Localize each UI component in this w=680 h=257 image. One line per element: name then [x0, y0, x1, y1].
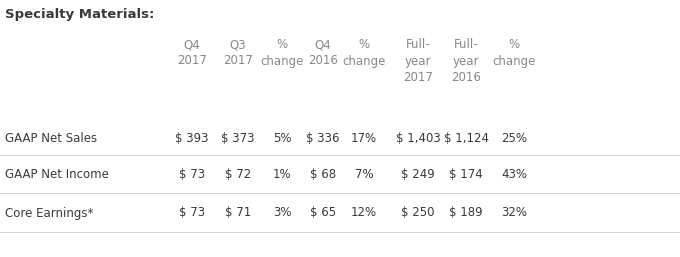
Text: GAAP Net Income: GAAP Net Income	[5, 169, 109, 181]
Text: Full-
year
2017: Full- year 2017	[403, 38, 433, 84]
Text: Full-
year
2016: Full- year 2016	[451, 38, 481, 84]
Text: 25%: 25%	[501, 132, 527, 144]
Text: $ 68: $ 68	[310, 169, 336, 181]
Text: GAAP Net Sales: GAAP Net Sales	[5, 132, 97, 144]
Text: $ 73: $ 73	[179, 169, 205, 181]
Text: Q4
2016: Q4 2016	[308, 38, 338, 68]
Text: 43%: 43%	[501, 169, 527, 181]
Text: 5%: 5%	[273, 132, 291, 144]
Text: $ 174: $ 174	[449, 169, 483, 181]
Text: $ 250: $ 250	[401, 207, 435, 219]
Text: 7%: 7%	[355, 169, 373, 181]
Text: 1%: 1%	[273, 169, 291, 181]
Text: $ 71: $ 71	[225, 207, 251, 219]
Text: $ 336: $ 336	[306, 132, 340, 144]
Text: Q4
2017: Q4 2017	[177, 38, 207, 68]
Text: Specialty Materials:: Specialty Materials:	[5, 8, 154, 21]
Text: $ 393: $ 393	[175, 132, 209, 144]
Text: $ 1,403: $ 1,403	[396, 132, 441, 144]
Text: %
change: % change	[342, 38, 386, 68]
Text: $ 249: $ 249	[401, 169, 435, 181]
Text: $ 65: $ 65	[310, 207, 336, 219]
Text: $ 373: $ 373	[221, 132, 255, 144]
Text: $ 1,124: $ 1,124	[443, 132, 488, 144]
Text: %
change: % change	[492, 38, 536, 68]
Text: Q3
2017: Q3 2017	[223, 38, 253, 68]
Text: 32%: 32%	[501, 207, 527, 219]
Text: Core Earnings*: Core Earnings*	[5, 207, 93, 219]
Text: %
change: % change	[260, 38, 304, 68]
Text: $ 73: $ 73	[179, 207, 205, 219]
Text: $ 189: $ 189	[449, 207, 483, 219]
Text: $ 72: $ 72	[225, 169, 251, 181]
Text: 17%: 17%	[351, 132, 377, 144]
Text: 3%: 3%	[273, 207, 291, 219]
Text: 12%: 12%	[351, 207, 377, 219]
